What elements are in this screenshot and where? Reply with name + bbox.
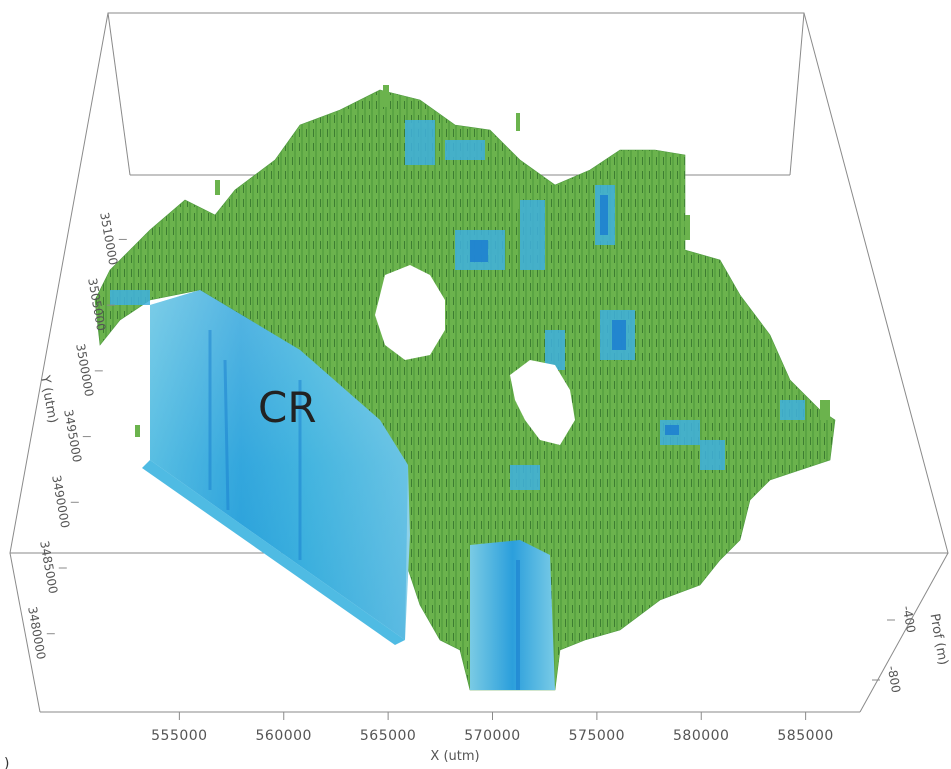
panel-letter: ) bbox=[4, 756, 9, 769]
y-tick-label: 3485000 bbox=[37, 540, 60, 595]
x-tick-label: 580000 bbox=[673, 728, 729, 744]
z-tick-label: -800 bbox=[885, 665, 904, 694]
x-tick-label: 560000 bbox=[256, 728, 312, 744]
z-tick-label: -400 bbox=[900, 605, 919, 634]
x-tick-label: 555000 bbox=[151, 728, 207, 744]
y-tick-label: 3490000 bbox=[49, 474, 72, 529]
y-tick-label: 3510000 bbox=[97, 211, 120, 266]
cr-block bbox=[142, 290, 410, 645]
y-tick-label: 3495000 bbox=[61, 408, 84, 463]
x-tick-label: 575000 bbox=[569, 728, 625, 744]
z-axis-title: Prof (m) bbox=[927, 612, 951, 666]
x-tick-label: 570000 bbox=[464, 728, 520, 744]
y-tick-label: 3500000 bbox=[73, 343, 96, 398]
x-axis-ticks: 555000 560000 565000 570000 575000 580000 5850… bbox=[151, 712, 833, 744]
z-axis-ticks: -400 -800 bbox=[872, 605, 918, 694]
voxel-volume bbox=[94, 85, 836, 691]
x-axis-title: X (utm) bbox=[430, 749, 479, 764]
hole-center bbox=[375, 265, 445, 360]
south-block bbox=[470, 540, 555, 690]
hole-east bbox=[510, 360, 575, 445]
y-axis-title: Y (utm) bbox=[37, 373, 60, 424]
x-tick-label: 565000 bbox=[360, 728, 416, 744]
x-tick-label: 585000 bbox=[777, 728, 833, 744]
cr-annotation: CR bbox=[258, 383, 317, 432]
